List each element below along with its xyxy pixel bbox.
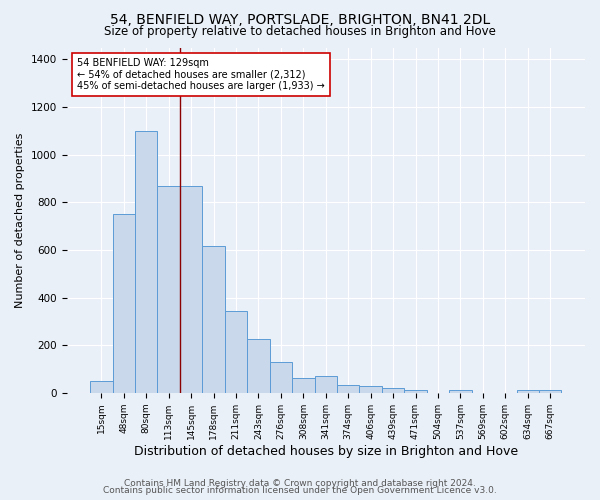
Bar [180, 186, 202, 393]
Bar [449, 390, 472, 393]
Bar [314, 376, 337, 393]
Bar [337, 385, 359, 393]
Bar [202, 246, 225, 393]
Bar [90, 381, 113, 393]
Bar [225, 310, 247, 393]
Bar [269, 362, 292, 393]
Bar [382, 388, 404, 393]
Bar [539, 390, 562, 393]
Bar [135, 131, 157, 393]
Bar [517, 390, 539, 393]
Y-axis label: Number of detached properties: Number of detached properties [15, 132, 25, 308]
Text: 54, BENFIELD WAY, PORTSLADE, BRIGHTON, BN41 2DL: 54, BENFIELD WAY, PORTSLADE, BRIGHTON, B… [110, 12, 490, 26]
Bar [157, 186, 180, 393]
Bar [292, 378, 314, 393]
Text: 54 BENFIELD WAY: 129sqm
← 54% of detached houses are smaller (2,312)
45% of semi: 54 BENFIELD WAY: 129sqm ← 54% of detache… [77, 58, 325, 91]
Bar [113, 214, 135, 393]
Bar [404, 390, 427, 393]
Bar [359, 386, 382, 393]
Text: Contains public sector information licensed under the Open Government Licence v3: Contains public sector information licen… [103, 486, 497, 495]
Bar [247, 340, 269, 393]
X-axis label: Distribution of detached houses by size in Brighton and Hove: Distribution of detached houses by size … [134, 444, 518, 458]
Text: Contains HM Land Registry data © Crown copyright and database right 2024.: Contains HM Land Registry data © Crown c… [124, 478, 476, 488]
Text: Size of property relative to detached houses in Brighton and Hove: Size of property relative to detached ho… [104, 25, 496, 38]
